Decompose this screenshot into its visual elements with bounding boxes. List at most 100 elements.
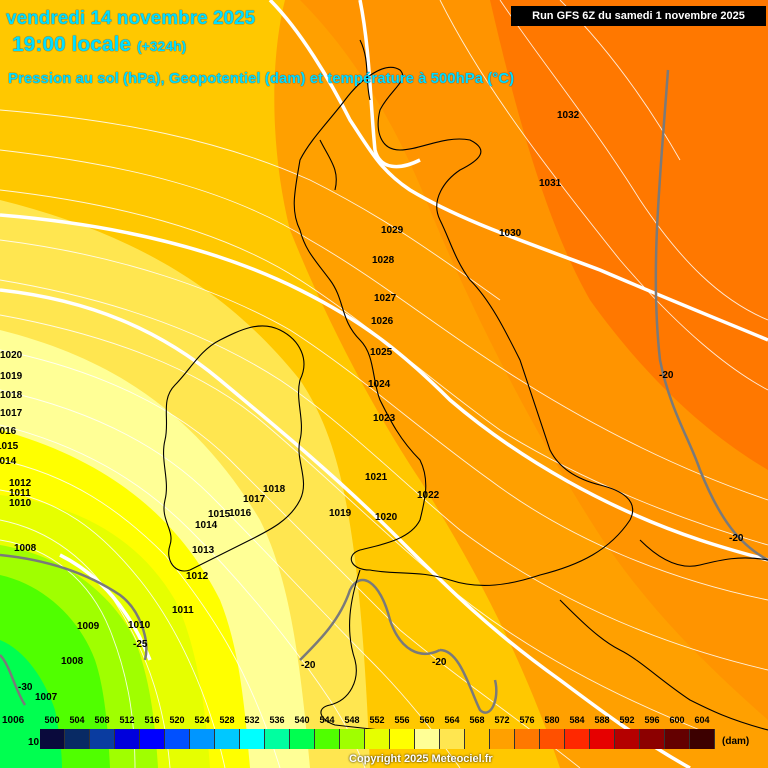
parameter-description: Pression au sol (hPa), Geopotentiel (dam… — [8, 70, 515, 87]
isobar-label: 1017 — [243, 494, 266, 505]
forecast-hours-offset: (+324h) — [136, 38, 187, 54]
legend-level-label: 520 — [169, 715, 185, 725]
legend-level-label: 564 — [444, 715, 460, 725]
run-info: Run GFS 6Z du samedi 1 novembre 2025 — [511, 6, 766, 26]
isobar-label: 1012 — [186, 571, 209, 582]
legend-swatch — [565, 729, 590, 749]
legend-level-label: 532 — [244, 715, 260, 725]
isobar-label: 1030 — [499, 228, 522, 239]
legend-level-label: 536 — [269, 715, 285, 725]
legend-level-label: 544 — [319, 715, 335, 725]
isobar-label: 1020 — [0, 350, 23, 361]
legend-swatch — [365, 729, 390, 749]
legend-start-label: 10 — [28, 737, 40, 748]
isobar-label: 1031 — [539, 178, 562, 189]
isobar-label: 1015 — [208, 509, 231, 520]
isotherm-label: -30 — [18, 682, 33, 693]
isobar-label: 1022 — [417, 490, 440, 501]
legend-unit: (dam) — [722, 736, 750, 747]
legend-swatch — [390, 729, 415, 749]
legend-level-label: 576 — [519, 715, 535, 725]
coastlines — [163, 39, 768, 731]
isobar-label: 1014 — [195, 520, 218, 531]
isobar-label: 1016 — [0, 426, 17, 437]
color-bar — [40, 729, 715, 749]
legend-level-label: 516 — [144, 715, 160, 725]
isobar-label: 1011 — [9, 488, 31, 499]
legend-level-label: 596 — [644, 715, 660, 725]
legend-level-label: 580 — [544, 715, 560, 725]
legend-swatch — [440, 729, 465, 749]
isotherms — [0, 69, 768, 714]
legend-swatch — [665, 729, 690, 749]
legend-swatch — [265, 729, 290, 749]
isobar-label: 1015 — [0, 441, 19, 452]
legend-swatch — [215, 729, 240, 749]
legend-swatch — [640, 729, 665, 749]
legend-swatch — [590, 729, 615, 749]
ireland-coast — [163, 325, 305, 572]
legend-swatch — [690, 729, 715, 749]
legend-level-label: 604 — [694, 715, 710, 725]
isobar-label: 1012 — [9, 478, 32, 489]
legend-swatch — [315, 729, 340, 749]
forecast-time-text: 19:00 locale — [12, 33, 132, 56]
legend-swatch — [165, 729, 190, 749]
isobar-label: 1007 — [35, 692, 58, 703]
legend-level-label: 528 — [219, 715, 235, 725]
isobar-label: 1006 — [2, 715, 25, 726]
legend-level-label: 568 — [469, 715, 485, 725]
isobar-label: 1008 — [14, 543, 37, 554]
great-britain-coast — [293, 66, 634, 586]
legend-swatch — [140, 729, 165, 749]
isobar-label: 1014 — [0, 456, 17, 467]
legend-swatch — [240, 729, 265, 749]
isotherm-label: -20 — [729, 533, 744, 544]
legend-level-label: 600 — [669, 715, 685, 725]
isobar-label: 1018 — [0, 390, 23, 401]
legend-swatch — [290, 729, 315, 749]
legend-level-label: 524 — [194, 715, 210, 725]
legend-level-label: 504 — [69, 715, 85, 725]
forecast-date: vendredi 14 novembre 2025 — [6, 8, 256, 29]
legend-swatch — [190, 729, 215, 749]
legend-swatch — [465, 729, 490, 749]
legend-level-label: 592 — [619, 715, 635, 725]
legend-level-label: 560 — [419, 715, 435, 725]
isobar-label: 1025 — [370, 347, 393, 358]
legend-level-label: 500 — [44, 715, 60, 725]
forecast-time: 19:00 locale (+324h) — [12, 33, 186, 57]
isobar-label: 1024 — [368, 379, 391, 390]
legend-level-label: 556 — [394, 715, 410, 725]
legend-swatch — [90, 729, 115, 749]
copyright: Copyright 2025 Meteociel.fr — [349, 753, 493, 765]
legend-level-label: 584 — [569, 715, 585, 725]
legend-level-label: 512 — [119, 715, 135, 725]
isobar-label: 1027 — [374, 293, 397, 304]
isobar-label: 1017 — [0, 408, 23, 419]
band-576 — [490, 0, 768, 470]
legend-swatch — [340, 729, 365, 749]
isotherm-label: -20 — [432, 657, 447, 668]
isobar-label: 1011 — [172, 605, 194, 616]
isotherm-label: -20 — [301, 660, 316, 671]
isobar-label: 1010 — [128, 620, 151, 631]
isobar-label: 1008 — [61, 656, 84, 667]
isobar-label: 1010 — [9, 498, 32, 509]
isobar-label: 1023 — [373, 413, 396, 424]
legend-level-label: 572 — [494, 715, 510, 725]
isobar-label: 1019 — [329, 508, 352, 519]
legend-level-label: 552 — [369, 715, 385, 725]
isobar-label: 1029 — [381, 225, 404, 236]
isobar-label: 1028 — [372, 255, 395, 266]
legend-swatch — [490, 729, 515, 749]
legend-swatch — [615, 729, 640, 749]
legend-swatch — [115, 729, 140, 749]
isobar-label: 1013 — [192, 545, 215, 556]
legend-level-label: 588 — [594, 715, 610, 725]
legend-swatch — [540, 729, 565, 749]
legend-level-label: 548 — [344, 715, 360, 725]
